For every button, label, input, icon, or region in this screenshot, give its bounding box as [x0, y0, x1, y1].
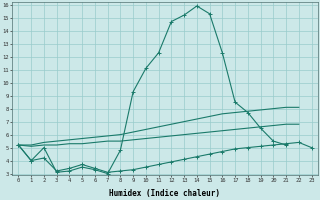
X-axis label: Humidex (Indice chaleur): Humidex (Indice chaleur) [109, 189, 220, 198]
